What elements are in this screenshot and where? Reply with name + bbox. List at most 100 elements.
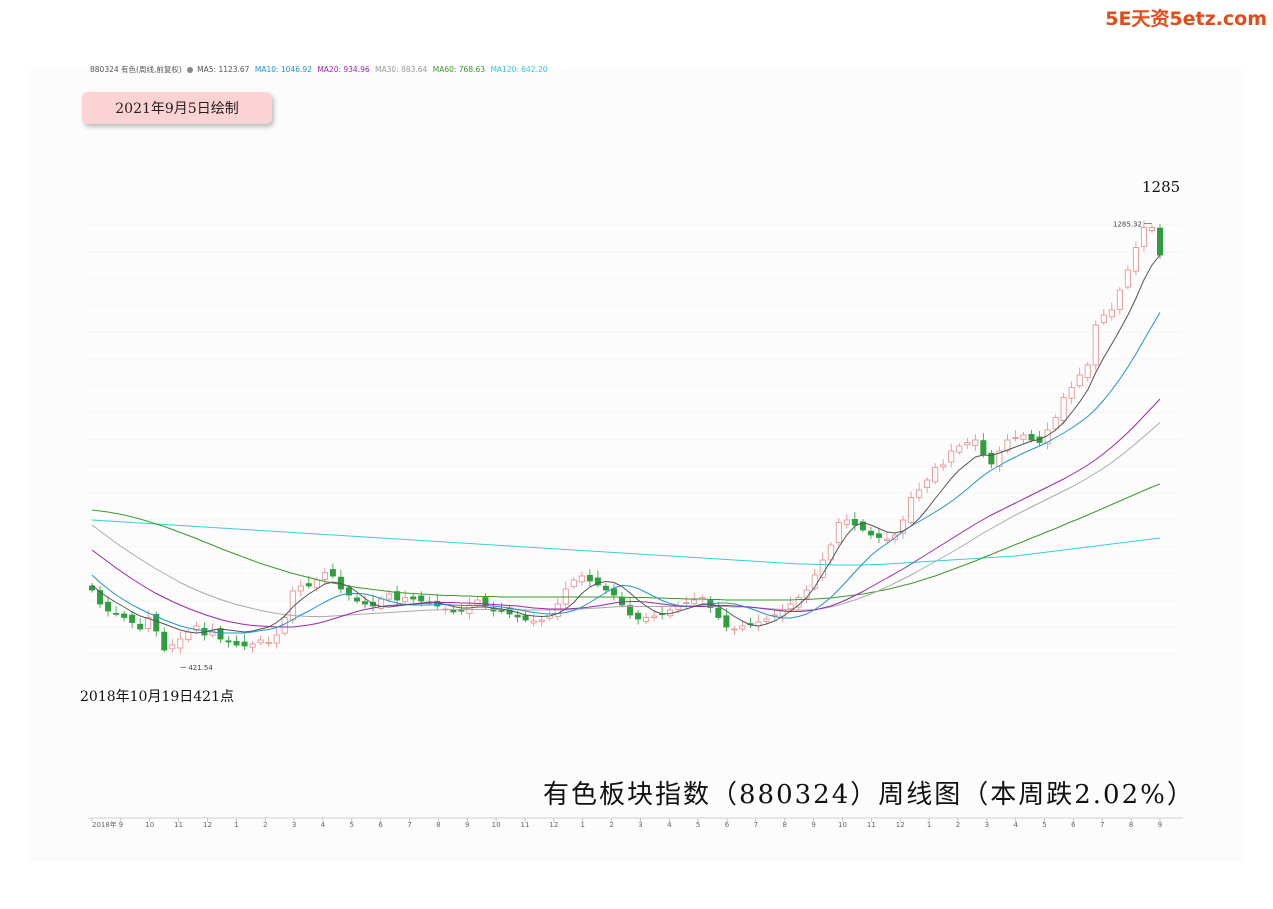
legend-ma10: MA10: 1046.92 (254, 65, 312, 74)
candle-up (530, 620, 537, 624)
x-tick-label: 8 (783, 821, 787, 829)
candle-up (691, 599, 698, 605)
candle-up (948, 450, 955, 463)
ma60-line (91, 483, 1161, 601)
candle-up (916, 489, 923, 498)
candle-down (594, 577, 601, 586)
candle-up (313, 579, 320, 589)
candle-down (418, 595, 425, 602)
candle-down (410, 596, 417, 600)
candle-down (153, 614, 160, 632)
x-tick-label: 10 (838, 821, 847, 829)
candle-up (1132, 247, 1139, 272)
candle-up (1004, 439, 1011, 452)
candle-down (394, 591, 401, 601)
candle-up (177, 638, 184, 649)
x-tick-label: 12 (203, 821, 212, 829)
candle-down (988, 452, 995, 465)
candle-down (723, 615, 730, 628)
candle-down (362, 601, 369, 605)
candle-up (1060, 397, 1067, 421)
candle-up (835, 522, 842, 544)
x-tick-label: 1 (580, 821, 584, 829)
candle-up (193, 625, 200, 631)
x-tick-label: 3 (638, 821, 642, 829)
ma20-line (91, 398, 1161, 628)
candle-up (249, 643, 256, 648)
x-tick-label: 6 (378, 821, 383, 829)
x-tick-label: 2 (956, 821, 960, 829)
candle-down (129, 614, 136, 623)
candle-down (345, 587, 352, 596)
candle-up (273, 634, 280, 644)
candle-up (1124, 269, 1131, 288)
candle-down (353, 597, 360, 602)
candle-up (145, 617, 152, 629)
site-watermark: 5E天资5etz.com (1105, 8, 1267, 30)
x-tick-label: 9 (119, 821, 123, 829)
candle-up (185, 631, 192, 640)
candle-down (482, 597, 489, 607)
candle-down (610, 588, 617, 596)
legend-ma120: MA120: 642.20 (490, 65, 548, 74)
candle-up (257, 639, 264, 644)
legend-symbol: 880324 有色(周线,前复权) (90, 65, 182, 74)
x-tick-label: 2018年 (92, 820, 117, 829)
candle-up (924, 479, 931, 488)
x-tick-label: 1 (234, 821, 238, 829)
x-tick-label: 6 (1071, 821, 1076, 829)
candle-down (1157, 227, 1164, 256)
candle-up (972, 439, 979, 446)
candle-up (763, 618, 770, 622)
ma120-line (91, 519, 1161, 566)
x-tick-label: 10 (492, 821, 501, 829)
candle-up (811, 574, 818, 589)
x-tick-label: 12 (549, 821, 558, 829)
x-tick-label: 5 (1042, 821, 1046, 829)
x-tick-label: 5 (696, 821, 700, 829)
candle-down (329, 569, 336, 577)
ma5-line (91, 254, 1161, 634)
candle-down (105, 601, 112, 612)
candle-up (1148, 227, 1155, 231)
candle-down (458, 609, 465, 612)
candle-up (474, 599, 481, 606)
candle-down (121, 613, 128, 618)
candle-down (225, 640, 232, 643)
candle-down (113, 613, 120, 615)
candle-up (643, 617, 650, 622)
x-tick-label: 7 (754, 821, 758, 829)
x-tick-label: 9 (465, 821, 469, 829)
candle-down (161, 631, 168, 651)
candle-down (1028, 433, 1035, 441)
chart-title: 有色板块指数（880324）周线图（本周跌2.02%） (543, 780, 1195, 810)
candle-up (956, 445, 963, 453)
candle-up (1052, 417, 1059, 430)
candle-up (1140, 227, 1147, 247)
x-tick-label: 6 (725, 821, 730, 829)
x-tick-label: 4 (667, 821, 672, 829)
candle-down (97, 590, 104, 605)
candle-up (819, 559, 826, 578)
candle-up (1020, 434, 1027, 440)
candle-up (996, 450, 1003, 467)
candle-down (522, 615, 529, 621)
x-tick-label: 4 (1013, 821, 1018, 829)
high-value-label: 1285.32 (1113, 220, 1142, 228)
peak-annotation: 1285 (1142, 178, 1181, 196)
x-tick-label: 11 (867, 821, 876, 829)
candle-down (715, 607, 722, 618)
candle-up (1092, 324, 1099, 366)
candle-down (627, 605, 634, 616)
candle-down (514, 614, 521, 618)
candle-down (867, 530, 874, 536)
candle-up (1108, 309, 1115, 318)
ma30-line (91, 422, 1161, 617)
candle-up (209, 630, 216, 636)
candle-up (169, 644, 176, 650)
candle-up (1076, 374, 1083, 387)
legend-ma20: MA20: 934.96 (317, 65, 370, 74)
low-annotation: 2018年10月19日421点 (80, 689, 234, 705)
candle-down (217, 628, 224, 640)
x-tick-label: 5 (350, 821, 354, 829)
